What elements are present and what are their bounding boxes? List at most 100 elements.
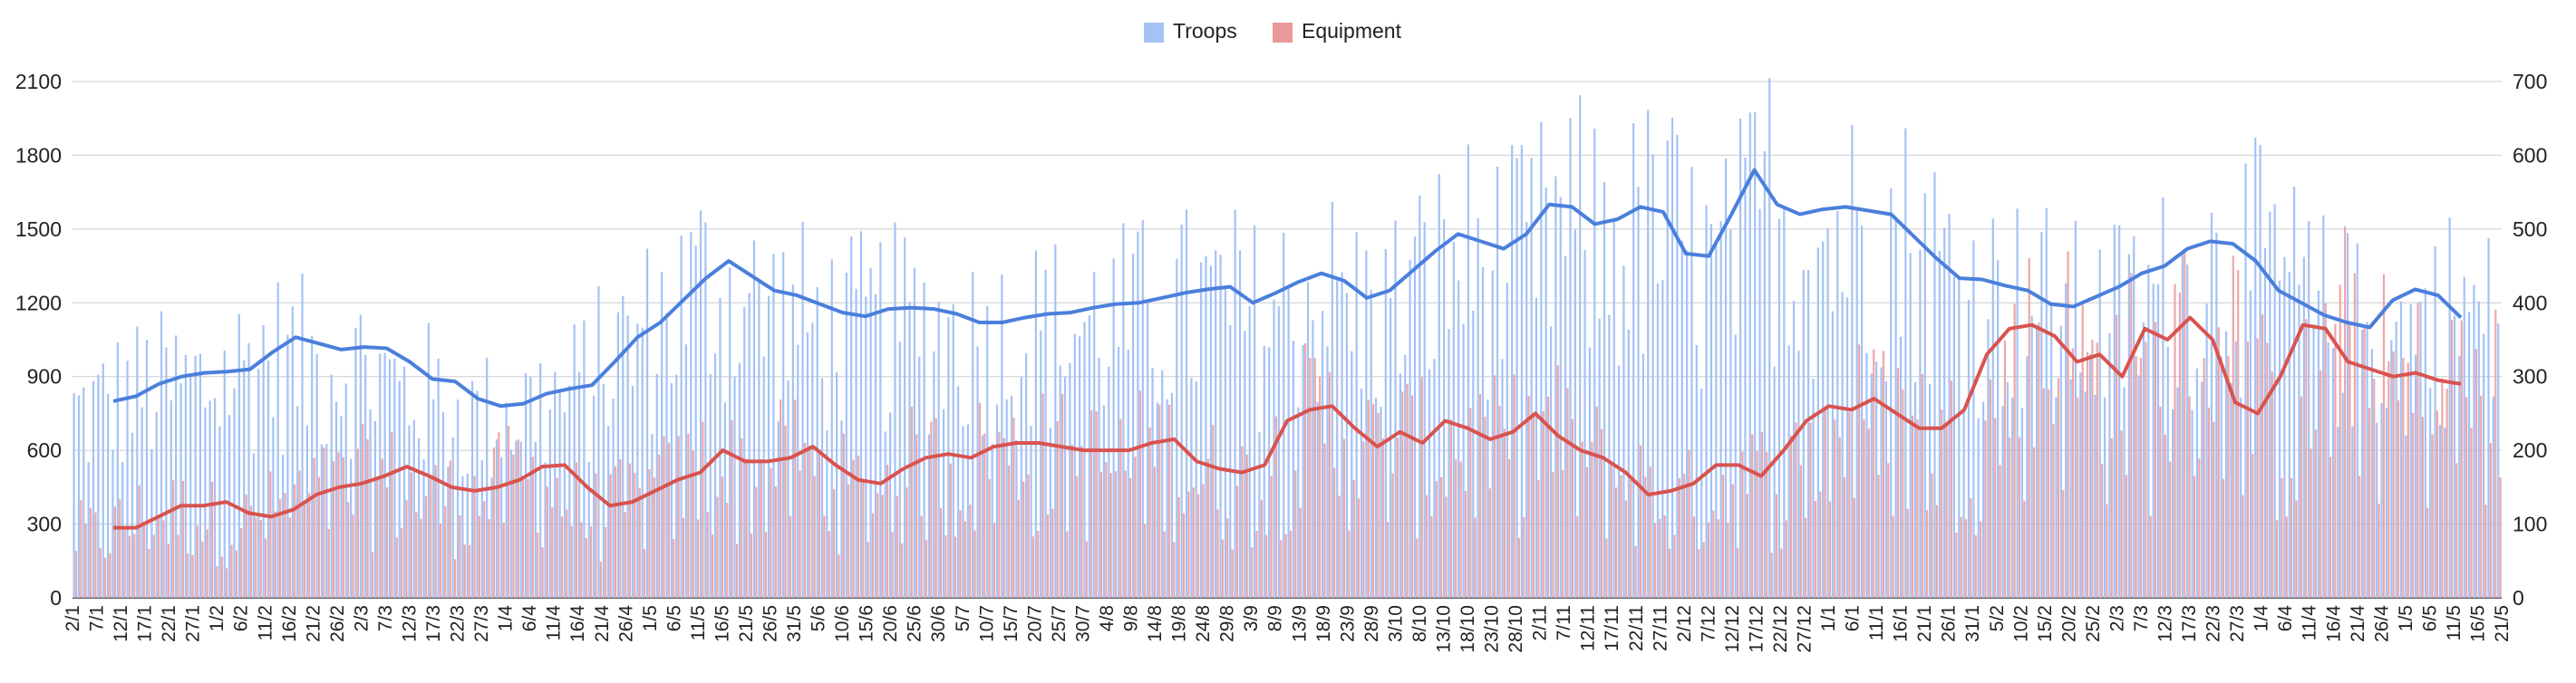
- equipment-bar: [1134, 457, 1137, 598]
- x-tick: 20/2: [2058, 605, 2079, 642]
- troops-bar: [252, 453, 256, 598]
- x-tick: 6/5: [2419, 605, 2440, 631]
- equipment-bar: [2256, 338, 2259, 598]
- equipment-bar: [371, 552, 374, 598]
- troops-bar: [208, 400, 211, 598]
- troops-bar: [2181, 254, 2184, 598]
- troops-bar: [855, 288, 857, 598]
- equipment-bar: [1070, 445, 1073, 598]
- troops-bar: [1025, 353, 1028, 598]
- troops-bar: [373, 420, 377, 598]
- troops-bar: [2215, 232, 2218, 598]
- troops-bar: [1549, 326, 1553, 598]
- equipment-bar: [2392, 351, 2395, 598]
- x-tick: 16/5: [712, 605, 732, 642]
- troops-bar: [354, 328, 357, 598]
- equipment-bar: [1964, 519, 1968, 598]
- troops-bar: [1010, 395, 1013, 598]
- equipment-bar: [1017, 499, 1020, 598]
- equipment-bar: [1926, 510, 1929, 598]
- troops-bars: [73, 78, 2500, 599]
- equipment-bar: [1197, 494, 1200, 598]
- equipment-bar: [2198, 458, 2201, 598]
- troops-bar: [937, 301, 940, 598]
- troops-bar: [2444, 428, 2446, 598]
- equipment-bar: [862, 478, 865, 598]
- troops-bar: [237, 313, 240, 598]
- equipment-bar: [648, 469, 651, 598]
- troops-bar: [1244, 331, 1246, 598]
- equipment-bar: [439, 523, 442, 598]
- x-tick: 2/12: [1674, 605, 1695, 642]
- equipment-bar: [119, 499, 121, 598]
- x-tick: 8/10: [1409, 605, 1430, 642]
- equipment-bar: [2052, 424, 2055, 598]
- troops-bar: [2016, 208, 2019, 598]
- equipment-bar: [585, 538, 587, 598]
- equipment-bar: [1138, 390, 1141, 598]
- troops-bar: [315, 353, 318, 598]
- equipment-bar: [1508, 458, 1511, 598]
- equipment-bar: [1396, 438, 1399, 598]
- equipment-bar: [1931, 473, 1933, 598]
- troops-bar: [554, 371, 557, 598]
- equipment-bar: [614, 466, 617, 598]
- troops-bar: [933, 351, 935, 598]
- equipment-bar: [1153, 467, 1157, 598]
- equipment-bar: [249, 505, 253, 598]
- troops-bar: [2254, 137, 2257, 598]
- equipment-bar: [2081, 303, 2084, 598]
- equipment-bar: [1668, 548, 1671, 598]
- equipment-bar: [1721, 475, 1725, 598]
- troops-bar: [1612, 220, 1615, 598]
- troops-bar: [1608, 314, 1611, 598]
- equipment-bar: [1980, 521, 1982, 598]
- equipment-bar: [2018, 437, 2021, 598]
- troops-bar: [1380, 407, 1382, 598]
- legend-swatch-troops: [1144, 23, 1164, 43]
- equipment-bar: [1595, 406, 1598, 598]
- x-tick: 27/3: [2227, 605, 2248, 642]
- troops-bar: [1404, 354, 1407, 598]
- troops-bar: [787, 380, 789, 598]
- troops-bar: [2118, 225, 2121, 598]
- troops-bar: [888, 412, 892, 598]
- equipment-bar: [327, 528, 330, 598]
- equipment-bar: [1303, 342, 1307, 598]
- troops-bar: [1034, 250, 1037, 598]
- equipment-bar: [541, 547, 544, 598]
- troops-bar: [1826, 227, 1829, 598]
- x-tick: 16/5: [2467, 605, 2488, 642]
- x-tick: 7/12: [1698, 605, 1719, 642]
- troops-bar: [301, 273, 304, 598]
- troops-bar: [1666, 140, 1669, 598]
- troops-bar: [1744, 158, 1747, 599]
- equipment-bar: [1124, 470, 1127, 598]
- troops-bar: [1564, 255, 1567, 598]
- y-tick-left: 2100: [15, 70, 62, 93]
- troops-bar: [2302, 256, 2305, 598]
- troops-bar: [2380, 403, 2383, 598]
- x-tick: 26/1: [1939, 605, 1960, 642]
- troops-bar: [616, 312, 620, 598]
- troops-bar: [704, 222, 707, 598]
- equipment-bar: [1780, 548, 1783, 598]
- troops-bar: [2035, 328, 2039, 598]
- troops-bar: [544, 462, 547, 598]
- troops-bar: [369, 409, 372, 598]
- equipment-bar: [1581, 441, 1583, 598]
- troops-bar: [1351, 351, 1353, 598]
- troops-bar: [1686, 250, 1689, 598]
- equipment-bar: [1051, 508, 1054, 598]
- troops-bar: [204, 407, 207, 598]
- equipment-bar: [1620, 475, 1622, 598]
- equipment-bar: [2032, 447, 2036, 598]
- troops-bar: [432, 399, 435, 598]
- equipment-bar: [1260, 499, 1263, 598]
- equipment-bar: [1630, 479, 1632, 598]
- equipment-bar: [2441, 378, 2444, 598]
- troops-bar: [1131, 254, 1135, 598]
- equipment-bar: [706, 512, 709, 598]
- troops-bar: [1894, 216, 1897, 598]
- troops-bar: [1467, 144, 1470, 599]
